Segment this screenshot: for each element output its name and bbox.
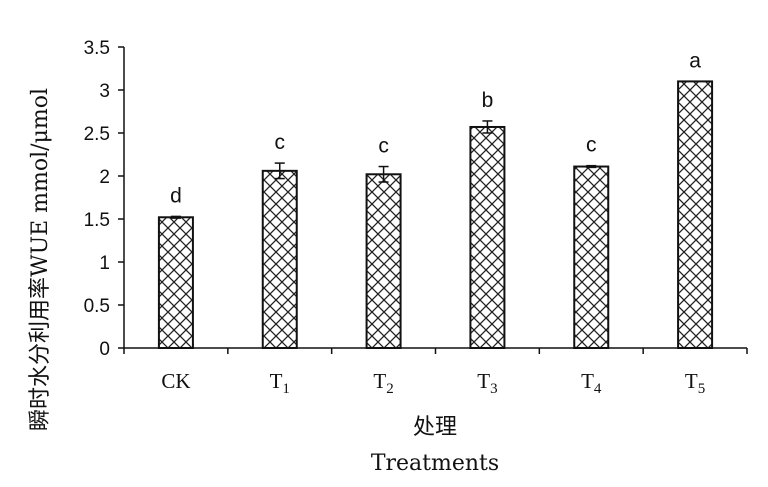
error-bar — [482, 120, 493, 134]
significance-labels: d c c b c a — [170, 49, 701, 207]
x-axis-title: 处理 — [413, 415, 457, 440]
bar — [261, 169, 298, 349]
y-tick-label: 1.5 — [84, 210, 110, 231]
y-tick-label: 2 — [99, 167, 110, 188]
error-bars — [170, 120, 597, 219]
y-tick-label: 3.5 — [84, 38, 110, 59]
x-tick-label: T4 — [581, 369, 602, 397]
y-tick-label: 3 — [99, 81, 110, 102]
y-axis-title: 瞬时水分利用率WUE mmol/μmol — [28, 88, 53, 431]
x-tick-label: CK — [161, 369, 190, 393]
significance-label: d — [170, 184, 182, 207]
significance-label: c — [378, 135, 389, 158]
significance-label: c — [275, 131, 286, 154]
x-axis-tick-labels: CK T1 T2 T3 T4 T5 — [123, 348, 748, 397]
y-tick-label: 1 — [99, 253, 110, 274]
x-tick-label: T5 — [685, 369, 705, 397]
bar — [677, 80, 714, 350]
bar — [573, 165, 610, 349]
bars — [157, 80, 714, 350]
error-bar — [586, 164, 597, 169]
x-axis-title-english: Treatments — [371, 451, 499, 476]
significance-label: b — [482, 89, 494, 112]
y-axis-ticks: 0 0.5 1 1.5 2 2.5 3 3.5 — [84, 38, 124, 360]
error-bar — [274, 162, 285, 180]
x-tick-label: T1 — [270, 369, 290, 397]
x-tick-label: T2 — [373, 369, 393, 397]
y-tick-label: 0 — [99, 339, 110, 360]
bar — [157, 216, 194, 349]
x-tick-label: T3 — [477, 369, 497, 397]
bar — [365, 173, 402, 349]
error-bar — [378, 165, 389, 183]
significance-label: a — [689, 49, 701, 72]
error-bar — [170, 215, 181, 219]
y-tick-label: 0.5 — [84, 296, 110, 317]
bar — [469, 125, 506, 350]
significance-label: c — [586, 134, 597, 157]
y-tick-label: 2.5 — [84, 124, 110, 145]
